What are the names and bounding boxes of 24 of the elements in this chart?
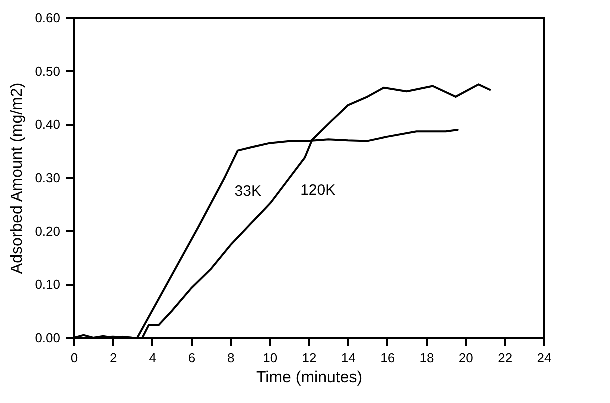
y-axis-title: Adsorbed Amount (mg/m2): [9, 82, 26, 274]
x-tick-label: 22: [498, 350, 513, 366]
x-tick-label: 16: [380, 350, 396, 366]
x-tick-label: 20: [458, 350, 474, 366]
y-tick-label: 0.30: [35, 170, 60, 186]
y-tick-label: 0.60: [35, 10, 60, 26]
y-tick-label: 0.00: [35, 330, 60, 346]
x-tick-label: 4: [149, 350, 156, 366]
x-tick-label: 0: [70, 350, 78, 366]
x-tick-label: 24: [537, 350, 552, 366]
x-tick-label: 8: [228, 350, 235, 366]
x-tick-label: 10: [263, 350, 278, 366]
x-axis-title: Time (minutes): [256, 370, 363, 386]
y-tick-label: 0.10: [35, 277, 60, 292]
x-tick-label: 18: [420, 350, 434, 366]
series-label: 33K: [234, 183, 262, 200]
y-tick-label: 0.50: [35, 64, 60, 79]
x-tick-label: 14: [341, 350, 356, 366]
y-tick-label: 0.20: [35, 224, 60, 239]
x-tick-label: 2: [110, 350, 118, 366]
series-label: 120K: [300, 182, 336, 199]
x-tick-label: 12: [302, 350, 317, 366]
y-tick-label: 0.40: [35, 117, 60, 132]
x-tick-label: 6: [188, 350, 196, 366]
